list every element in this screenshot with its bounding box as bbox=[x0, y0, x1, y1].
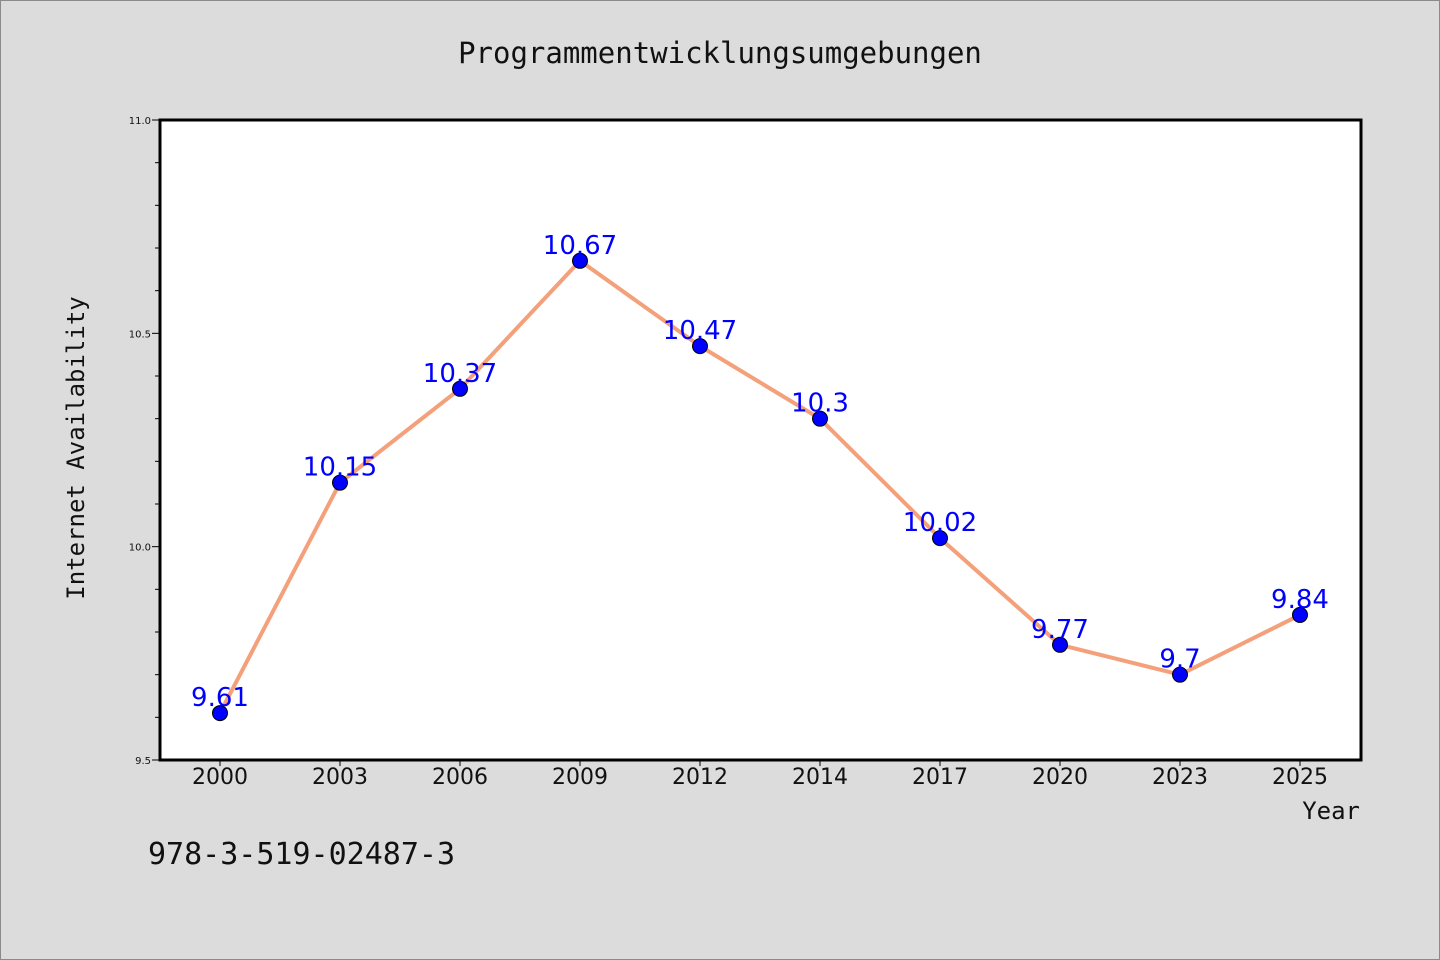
data-point bbox=[812, 410, 828, 427]
data-label: 9.84 bbox=[1271, 585, 1329, 615]
y-tick-label: 11.0 bbox=[129, 116, 151, 127]
y-tick-label: 10.0 bbox=[129, 543, 151, 554]
data-point bbox=[1172, 666, 1188, 683]
x-tick-label: 2014 bbox=[792, 765, 848, 790]
x-tick-label: 2017 bbox=[912, 765, 968, 790]
x-tick-label: 2000 bbox=[192, 765, 248, 790]
plot-area bbox=[160, 120, 1361, 760]
x-tick-label: 2012 bbox=[672, 765, 728, 790]
data-point bbox=[332, 474, 348, 491]
data-point bbox=[932, 530, 948, 547]
x-tick-label: 2003 bbox=[312, 765, 368, 790]
data-label: 10.67 bbox=[543, 231, 617, 261]
data-point bbox=[452, 380, 468, 397]
data-label: 10.02 bbox=[903, 508, 977, 538]
data-point bbox=[572, 252, 588, 269]
x-tick-label: 2025 bbox=[1272, 765, 1328, 790]
data-point bbox=[212, 705, 228, 722]
y-axis: 9.5 10.0 10.5 11.0 bbox=[129, 116, 160, 767]
data-point bbox=[1052, 636, 1068, 653]
x-tick-label: 2023 bbox=[1152, 765, 1208, 790]
data-label: 10.47 bbox=[663, 316, 737, 346]
data-point bbox=[692, 338, 708, 355]
series-line bbox=[218, 258, 1302, 716]
data-label: 10.3 bbox=[791, 389, 849, 419]
y-axis-label: Internet Availability bbox=[62, 296, 90, 599]
plot-border bbox=[158, 118, 1363, 762]
x-axis-label: Year bbox=[1302, 797, 1360, 825]
isbn-annotation: 978-3-519-02487-3 bbox=[148, 837, 455, 872]
x-axis: 2000 2003 2006 2009 2012 2014 2017 2020 2023 2025 bbox=[192, 760, 1328, 790]
data-label: 9.7 bbox=[1159, 645, 1200, 675]
y-tick-label: 9.5 bbox=[135, 756, 151, 767]
data-point bbox=[1292, 606, 1308, 623]
data-label: 10.37 bbox=[423, 359, 497, 389]
y-tick-label: 10.5 bbox=[129, 329, 151, 340]
x-tick-label: 2006 bbox=[432, 765, 488, 790]
series-group: 9.61 10.15 10.37 10.67 10.47 10.3 10.02 9.77 9.7… bbox=[191, 231, 1329, 722]
x-tick-label: 2020 bbox=[1032, 765, 1088, 790]
chart-title: Programmentwicklungsumgebungen bbox=[458, 36, 982, 70]
x-tick-label: 2009 bbox=[552, 765, 608, 790]
data-label: 9.61 bbox=[191, 683, 249, 713]
data-label: 10.15 bbox=[303, 453, 377, 483]
data-label: 9.77 bbox=[1031, 615, 1089, 645]
